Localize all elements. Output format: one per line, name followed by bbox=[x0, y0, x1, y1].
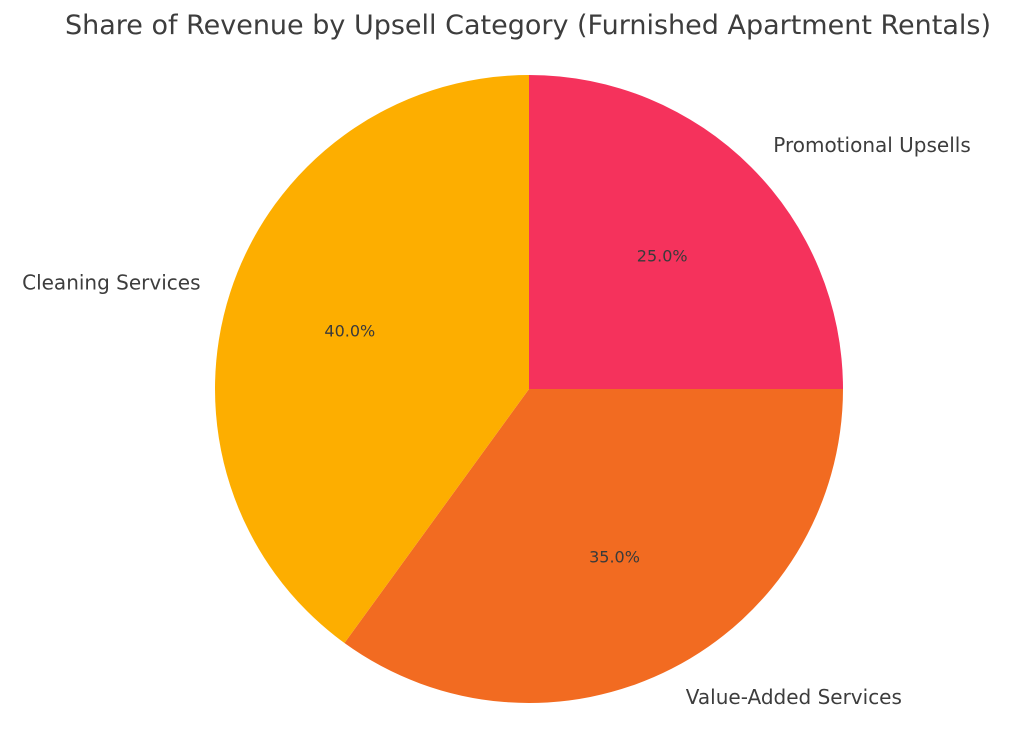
slice-label-cleaning-services: Cleaning Services bbox=[22, 270, 200, 294]
pie-labels: Promotional Upsells 25.0% Value-Added Serv… bbox=[22, 133, 971, 709]
slice-value-value-added-services: 35.0% bbox=[589, 547, 640, 566]
chart-title: Share of Revenue by Upsell Category (Fur… bbox=[65, 10, 991, 41]
slice-label-value-added-services: Value-Added Services bbox=[686, 685, 902, 709]
slice-value-promotional-upsells: 25.0% bbox=[637, 246, 688, 265]
pie-slices bbox=[215, 75, 843, 703]
slice-label-promotional-upsells: Promotional Upsells bbox=[773, 133, 971, 157]
pie-slice-promotional-upsells bbox=[529, 75, 843, 389]
slice-value-cleaning-services: 40.0% bbox=[324, 321, 375, 340]
pie-slice-cleaning-services bbox=[215, 75, 530, 644]
pie-slice-value-added-services bbox=[344, 389, 843, 703]
